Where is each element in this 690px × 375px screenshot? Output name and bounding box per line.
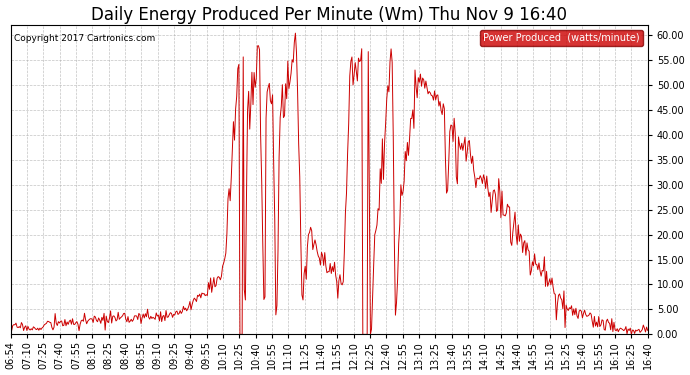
Title: Daily Energy Produced Per Minute (Wm) Thu Nov 9 16:40: Daily Energy Produced Per Minute (Wm) Th… xyxy=(91,6,567,24)
Text: Copyright 2017 Cartronics.com: Copyright 2017 Cartronics.com xyxy=(14,34,155,44)
Legend: Power Produced  (watts/minute): Power Produced (watts/minute) xyxy=(480,30,643,46)
